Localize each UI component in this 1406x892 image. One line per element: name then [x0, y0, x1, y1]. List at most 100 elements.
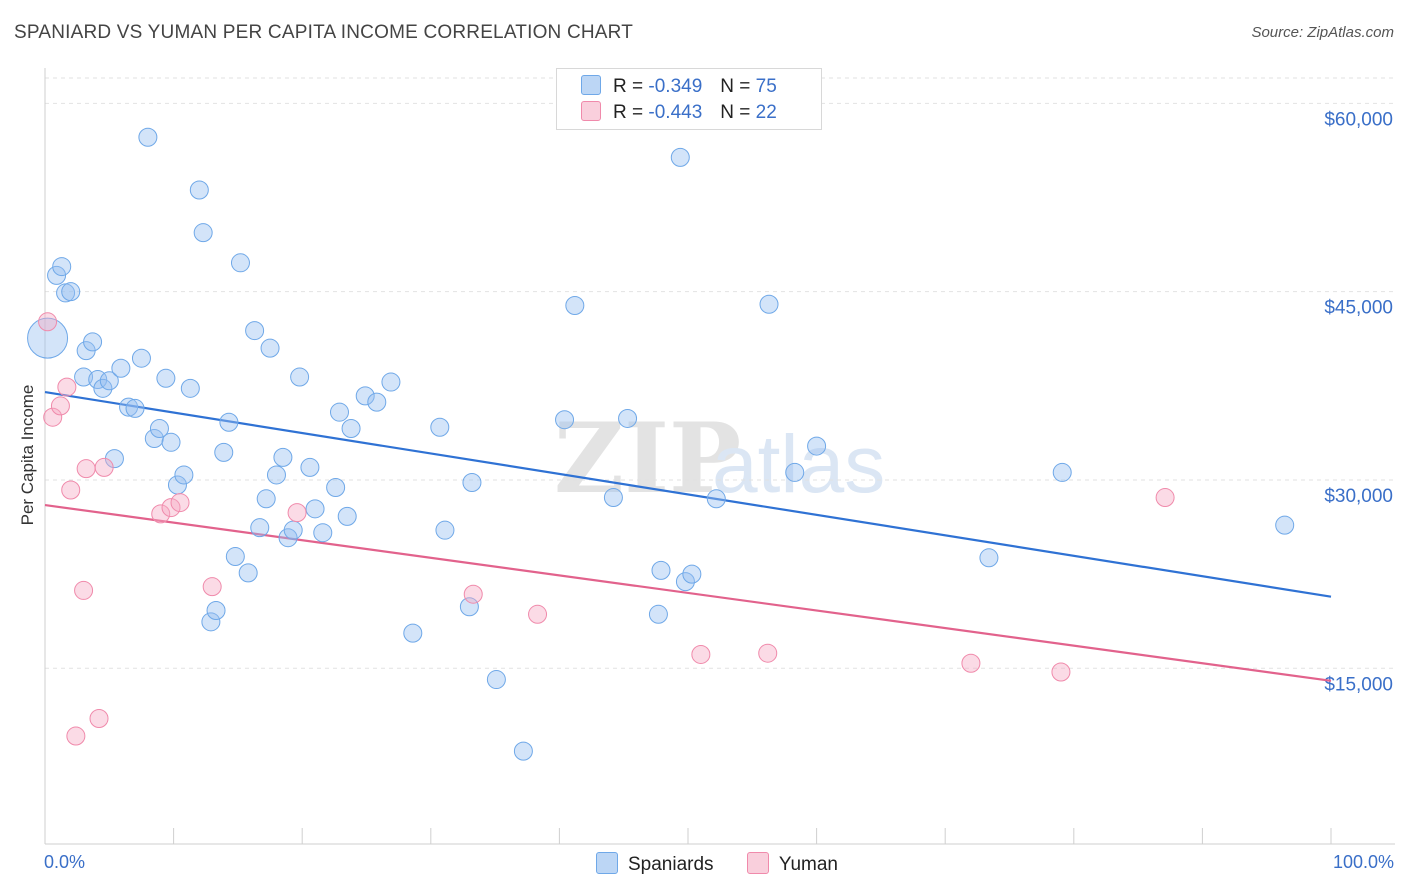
point-spaniards — [189, 180, 209, 200]
point-spaniards — [225, 547, 245, 567]
trend-lines — [44, 391, 1332, 682]
point-spaniards — [119, 397, 139, 417]
legend-n-label: N = — [720, 102, 751, 123]
point-spaniards — [979, 548, 999, 568]
point-spaniards — [341, 419, 361, 439]
point-spaniards — [138, 127, 158, 147]
point-spaniards — [785, 462, 805, 482]
point-spaniards — [174, 465, 194, 485]
trend-line-spaniards — [44, 391, 1332, 598]
x-tick-label-max: 100.0% — [1332, 852, 1394, 872]
point-spaniards — [670, 147, 690, 167]
point-spaniards — [435, 520, 455, 540]
point-spaniards — [355, 386, 375, 406]
point-spaniards — [111, 358, 131, 378]
point-spaniards — [74, 367, 94, 387]
series-legend-swatch-spaniards — [596, 852, 618, 874]
point-spaniards — [706, 489, 726, 509]
point-spaniards — [125, 398, 145, 418]
legend-swatch-spaniards — [581, 75, 601, 95]
series-legend-item-yuman: Yuman — [746, 852, 838, 876]
point-yuman — [57, 377, 77, 397]
point-spaniards — [93, 378, 113, 398]
point-spaniards — [201, 612, 221, 632]
point-spaniards — [290, 367, 310, 387]
point-spaniards — [149, 419, 169, 439]
point-spaniards — [651, 560, 671, 580]
legend-r-value: -0.349 — [648, 76, 703, 97]
point-spaniards — [648, 604, 668, 624]
point-spaniards — [337, 506, 357, 526]
y-tick-labels: $15,000 $30,000 $45,000 $60,000 — [1324, 109, 1393, 695]
series-legend-swatch-yuman — [746, 852, 769, 874]
point-spaniards — [329, 402, 349, 422]
point-spaniards — [273, 447, 293, 467]
point-spaniards — [27, 317, 69, 359]
point-spaniards — [565, 295, 585, 315]
point-yuman — [61, 480, 81, 500]
data-points — [27, 127, 1295, 761]
watermark: ZIP atlas — [554, 402, 885, 515]
point-spaniards — [180, 378, 200, 398]
point-yuman — [1155, 488, 1175, 508]
y-tick-label: $30,000 — [1324, 486, 1393, 507]
y-tick-label: $15,000 — [1324, 674, 1393, 695]
point-spaniards — [675, 572, 695, 592]
point-spaniards — [250, 518, 270, 538]
y-tick-label: $60,000 — [1324, 109, 1393, 130]
point-spaniards — [83, 332, 103, 352]
point-spaniards — [367, 392, 387, 412]
point-yuman — [38, 312, 58, 332]
point-spaniards — [403, 623, 423, 643]
point-spaniards — [1275, 515, 1295, 535]
point-yuman — [94, 457, 114, 477]
legend-row-spaniards: R = -0.349 N = 75 — [581, 75, 777, 101]
point-spaniards — [219, 412, 239, 432]
point-spaniards — [462, 472, 482, 492]
point-spaniards — [682, 564, 702, 584]
point-yuman — [170, 493, 190, 513]
point-spaniards — [486, 670, 506, 690]
point-spaniards — [1052, 462, 1072, 482]
point-spaniards — [266, 465, 286, 485]
watermark-text-zip: ZIP — [554, 402, 741, 515]
point-spaniards — [260, 338, 280, 358]
point-spaniards — [759, 294, 779, 314]
point-yuman — [74, 580, 94, 600]
point-spaniards — [47, 265, 67, 285]
point-spaniards — [283, 520, 303, 540]
point-yuman — [76, 459, 96, 479]
legend-swatch-yuman — [581, 101, 601, 121]
series-legend: Spaniards Yuman — [596, 852, 866, 876]
point-yuman — [151, 504, 171, 524]
point-spaniards — [313, 523, 333, 543]
point-yuman — [287, 503, 307, 523]
point-yuman — [463, 584, 483, 604]
point-spaniards — [52, 257, 72, 277]
point-spaniards — [513, 741, 533, 761]
point-spaniards — [305, 499, 325, 519]
point-spaniards — [555, 410, 575, 430]
legend-r-label: R = — [613, 102, 644, 123]
legend-n-value: 75 — [755, 76, 777, 97]
point-spaniards — [131, 348, 151, 368]
point-yuman — [66, 726, 86, 746]
point-spaniards — [256, 489, 276, 509]
point-spaniards — [430, 417, 450, 437]
point-yuman — [161, 498, 181, 518]
point-spaniards — [459, 597, 479, 617]
point-spaniards — [156, 368, 176, 388]
point-spaniards — [618, 408, 638, 428]
point-spaniards — [193, 223, 213, 243]
point-spaniards — [214, 442, 234, 462]
legend-n-value: 22 — [755, 102, 777, 123]
point-yuman — [1051, 662, 1071, 682]
x-tick-label-min: 0.0% — [44, 852, 86, 872]
point-yuman — [89, 708, 109, 728]
point-yuman — [43, 407, 63, 427]
trend-line-yuman — [44, 503, 1332, 682]
correlation-legend: R = -0.349 N = 75 R = -0.443 N = 22 — [556, 68, 822, 130]
point-yuman — [50, 396, 70, 416]
point-yuman — [758, 643, 778, 663]
